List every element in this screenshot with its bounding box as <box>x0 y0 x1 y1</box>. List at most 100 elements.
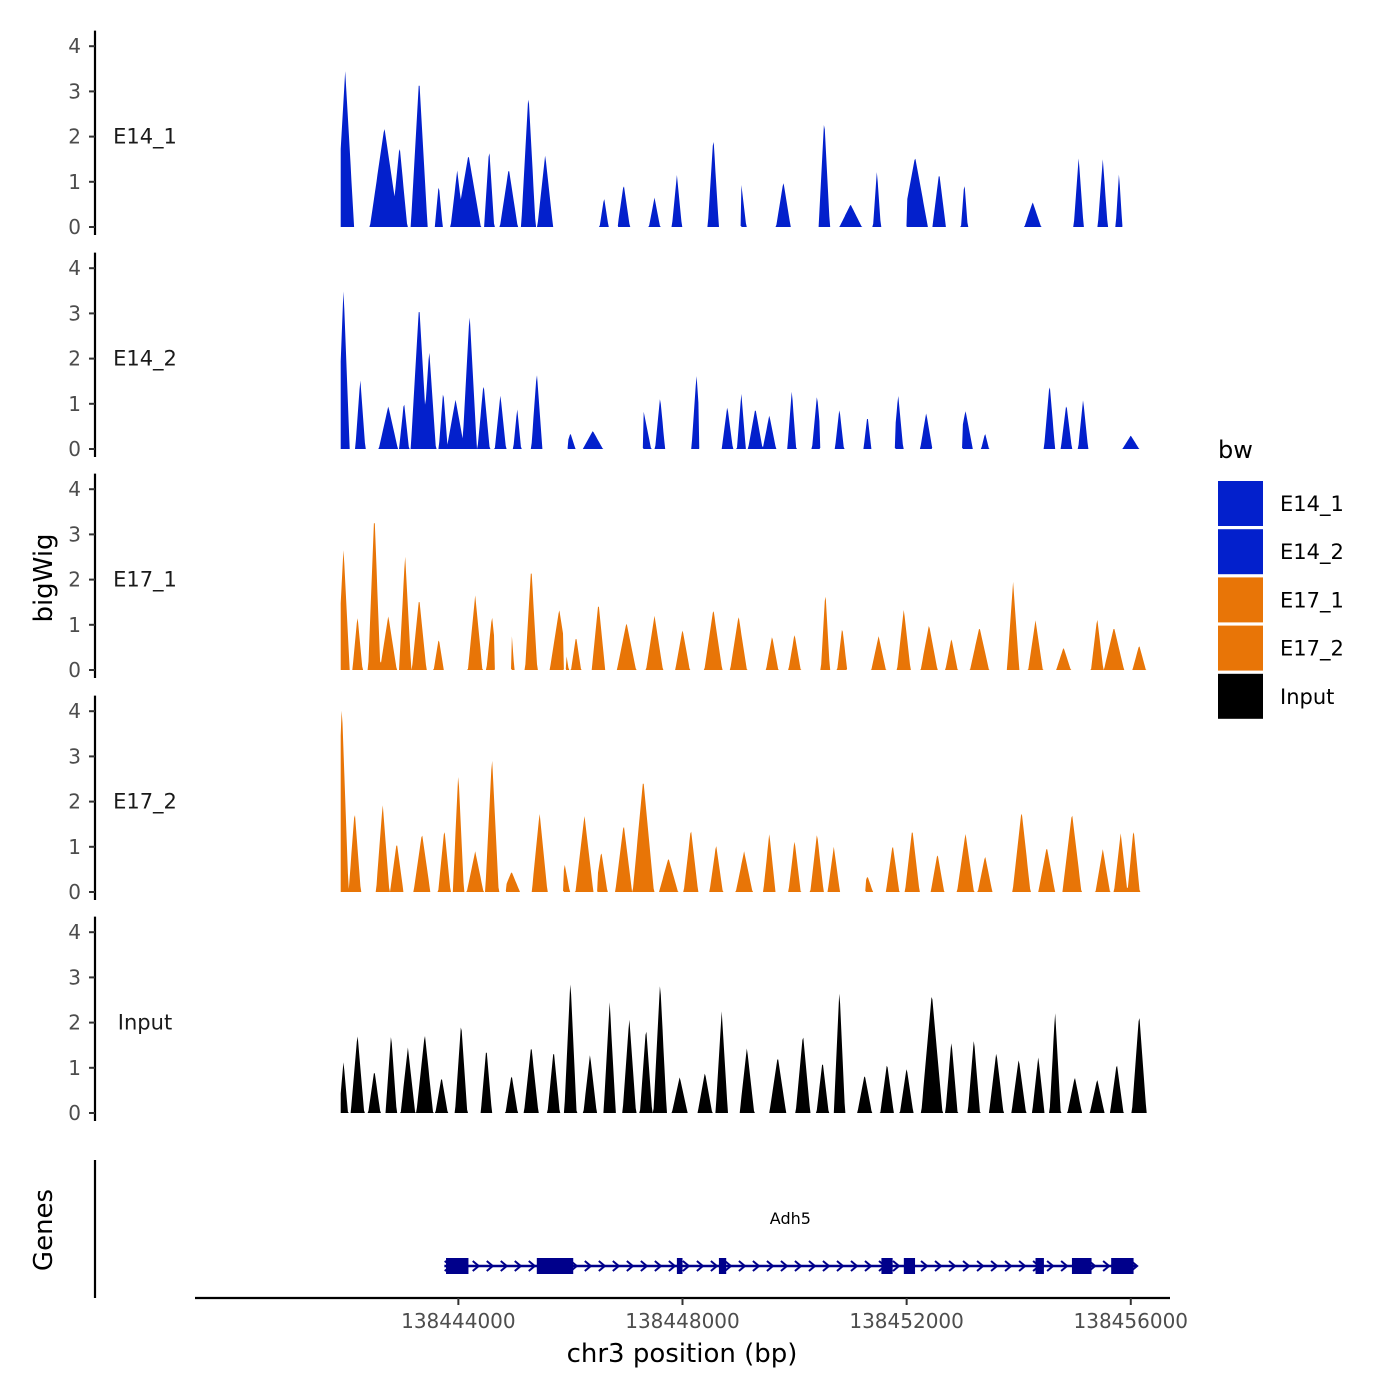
y-axis-title: bigWig <box>29 533 59 622</box>
legend-swatch-E17_1 <box>1218 577 1263 623</box>
signal-area <box>340 523 1148 670</box>
legend-swatch-E14_2 <box>1218 529 1263 575</box>
gene-exon <box>903 1258 916 1274</box>
signal-gap <box>501 891 506 894</box>
strand-arrow <box>500 1260 509 1272</box>
y-tick-label: 4 <box>68 256 81 280</box>
signal-gap <box>1122 226 1128 229</box>
track-label: E14_1 <box>113 125 177 150</box>
strand-arrow <box>668 1260 677 1272</box>
legend-swatch-Input <box>1218 673 1263 719</box>
y-tick-label: 2 <box>68 1011 81 1035</box>
y-tick-label: 0 <box>68 880 81 904</box>
gene-exon <box>881 1258 893 1274</box>
strand-arrow <box>990 1260 999 1272</box>
strand-arrow <box>1046 1260 1055 1272</box>
strand-arrow <box>724 1260 733 1272</box>
gene-exon <box>718 1258 727 1274</box>
strand-arrow <box>836 1260 845 1272</box>
strand-arrow <box>654 1260 663 1272</box>
signal-area <box>340 710 1148 892</box>
strand-arrow <box>1102 1260 1111 1272</box>
legend-label-E14_1: E14_1 <box>1280 492 1344 517</box>
x-tick-label: 138452000 <box>849 1309 964 1333</box>
strand-arrow <box>528 1260 537 1272</box>
track-E17_1: 0 1 2 3 4 E17_1 <box>68 473 1148 682</box>
signal-gap <box>563 669 566 672</box>
y-tick-label: 4 <box>68 699 81 723</box>
strand-arrow <box>486 1260 495 1272</box>
strand-arrow <box>794 1260 803 1272</box>
signal-gap <box>887 448 896 451</box>
strand-arrow <box>1004 1260 1013 1272</box>
strand-arrow <box>1060 1260 1069 1272</box>
strand-arrow <box>766 1260 775 1272</box>
legend-label-E17_1: E17_1 <box>1280 588 1344 613</box>
signal-gap <box>901 226 907 229</box>
legend: bw E14_1 E14_2 E17_1 E17_2 Input <box>1218 436 1344 719</box>
y-tick-label: 1 <box>68 1056 81 1080</box>
strand-arrow <box>864 1260 873 1272</box>
signal-gap <box>676 448 680 451</box>
gene-exon <box>536 1258 574 1274</box>
gene-exon <box>1111 1258 1134 1274</box>
y-tick-label: 4 <box>68 34 81 58</box>
y-tick-label: 4 <box>68 920 81 944</box>
gene-exon <box>446 1258 469 1274</box>
signal-area <box>340 291 1148 449</box>
y-tick-label: 2 <box>68 790 81 814</box>
track-E14_2: 0 1 2 3 4 E14_2 <box>68 252 1148 461</box>
strand-arrow <box>514 1260 523 1272</box>
signal-gap <box>615 226 619 229</box>
strand-arrow <box>962 1260 971 1272</box>
y-tick-label: 1 <box>68 835 81 859</box>
track-label: E17_1 <box>113 568 177 593</box>
signal-gap <box>957 448 963 451</box>
x-tick-label: 138448000 <box>625 1309 740 1333</box>
strand-arrow <box>808 1260 817 1272</box>
track-label: Input <box>118 1011 172 1035</box>
signal-gap <box>699 448 717 451</box>
strand-arrow <box>976 1260 985 1272</box>
strand-arrow <box>780 1260 789 1272</box>
signal-gap <box>564 448 568 451</box>
signal-gap <box>760 226 767 229</box>
strand-arrow <box>920 1260 929 1272</box>
strand-arrow <box>584 1260 593 1272</box>
strand-arrow <box>738 1260 747 1272</box>
y-tick-label: 2 <box>68 568 81 592</box>
strand-arrow <box>696 1260 705 1272</box>
signal-gap <box>616 448 644 451</box>
signal-gap <box>805 226 815 229</box>
y-tick-label: 1 <box>68 613 81 637</box>
signal-gap <box>725 226 742 229</box>
gene-name-label: Adh5 <box>770 1209 811 1228</box>
strand-arrow <box>934 1260 943 1272</box>
signal-area <box>340 984 1148 1113</box>
genes-track: Adh5 138444000 138448000 138452000 138456000 <box>93 1160 1188 1333</box>
signal-gap <box>556 891 564 894</box>
y-tick-label: 0 <box>68 1101 81 1125</box>
strand-arrow <box>626 1260 635 1272</box>
signal-gap <box>931 448 935 451</box>
y-tick-label: 1 <box>68 170 81 194</box>
legend-swatch-E14_1 <box>1218 481 1263 526</box>
signal-gap <box>1102 448 1117 451</box>
track-E17_2: 0 1 2 3 4 E17_2 <box>68 695 1148 904</box>
track-Input: 0 1 2 3 4 Input <box>68 916 1148 1125</box>
x-axis-title: chr3 position (bp) <box>567 1339 798 1369</box>
strand-arrow <box>472 1260 481 1272</box>
track-E14_1: 0 1 2 3 4 E14_1 <box>68 30 1148 239</box>
gene-exon <box>676 1258 683 1274</box>
legend-label-E17_2: E17_2 <box>1280 637 1344 662</box>
strand-arrow <box>682 1260 691 1272</box>
track-label: E14_2 <box>113 347 177 372</box>
signal-gap <box>846 669 851 672</box>
y-tick-label: 3 <box>68 965 81 989</box>
y-tick-label: 3 <box>68 79 81 103</box>
strand-arrow <box>948 1260 957 1272</box>
track-label: E17_2 <box>113 790 177 815</box>
signal-gap <box>987 226 997 229</box>
strand-arrow <box>892 1260 901 1272</box>
